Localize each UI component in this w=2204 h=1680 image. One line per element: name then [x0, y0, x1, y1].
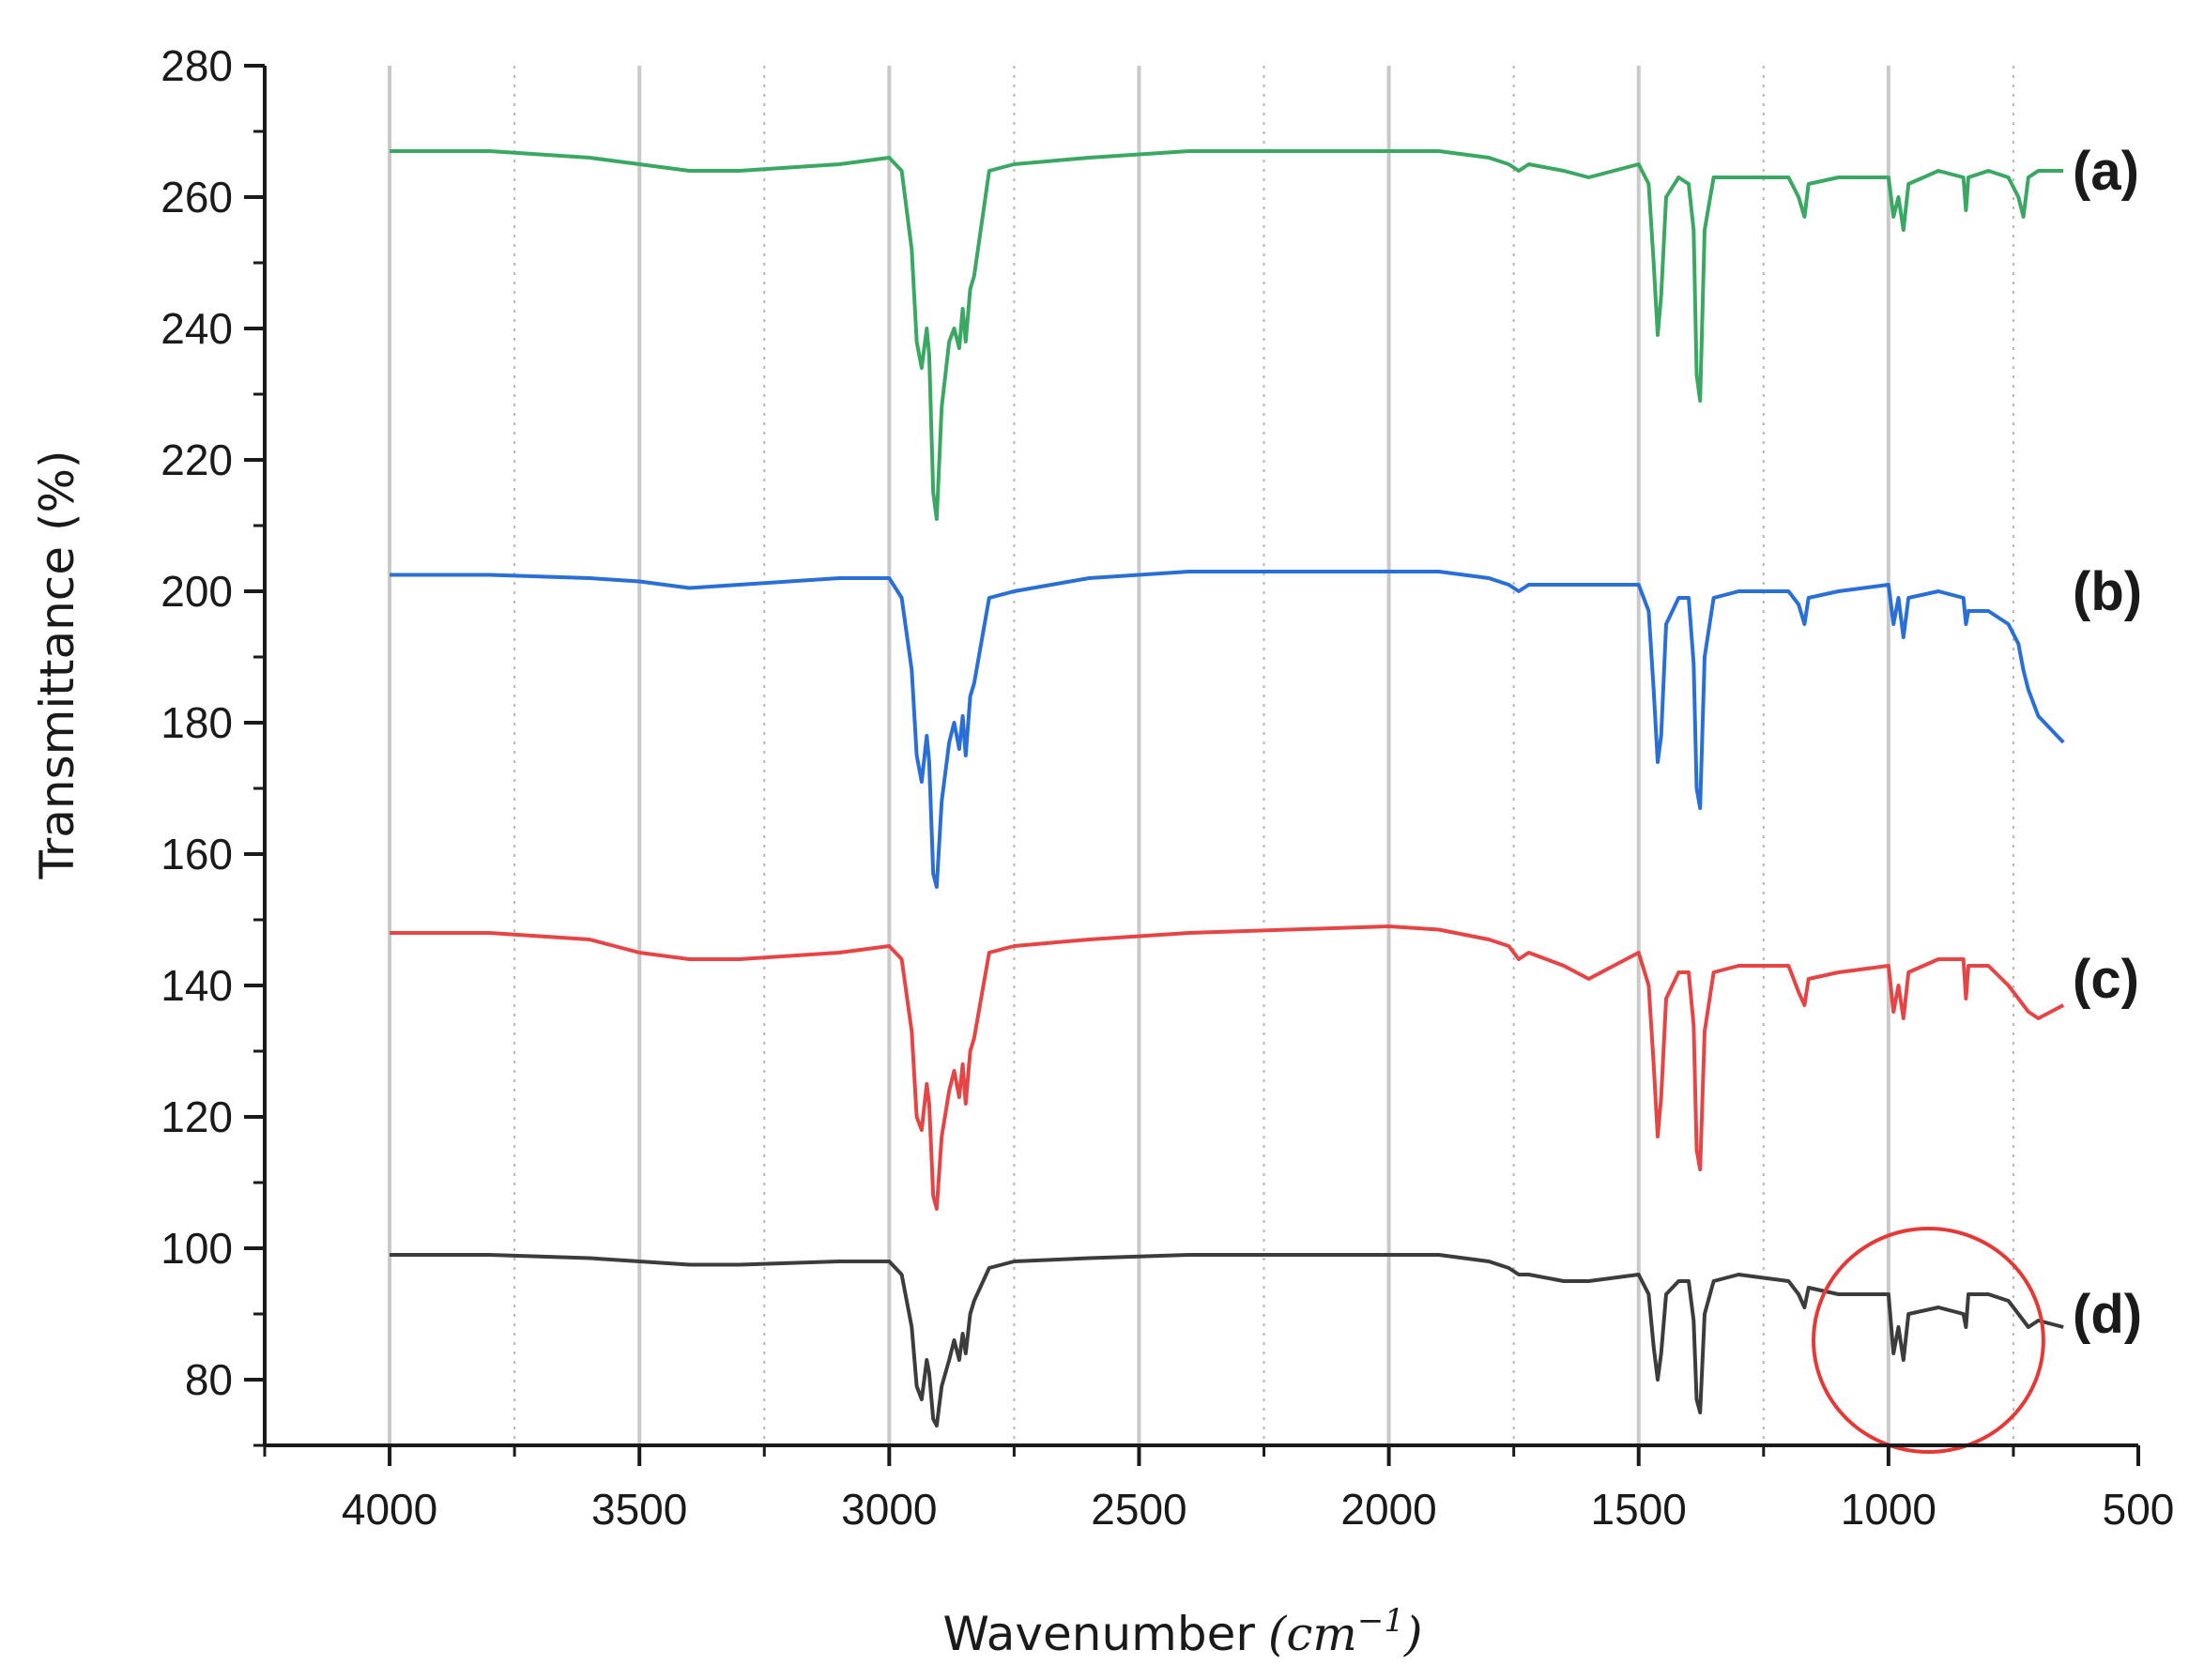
- y-tick-label: 200: [161, 567, 233, 616]
- x-tick-label: 4000: [342, 1485, 437, 1534]
- x-tick-label: 1000: [1841, 1485, 1936, 1534]
- x-tick-label: 500: [2103, 1485, 2175, 1534]
- x-axis-unit-close: ): [1403, 1607, 1423, 1661]
- x-axis-title: Wavenumber (cm−1): [943, 1602, 1423, 1661]
- y-axis-title: Transmittance (%): [30, 451, 84, 880]
- axes: [244, 64, 2140, 1466]
- y-tick-label: 80: [185, 1355, 233, 1404]
- y-tick-label: 140: [161, 961, 233, 1010]
- x-axis-unit-exponent: −1: [1357, 1602, 1404, 1640]
- series-line: [390, 149, 2064, 521]
- grid-lines: [388, 66, 2014, 1445]
- y-tick-label: 120: [161, 1092, 233, 1141]
- series-label: (c): [2073, 949, 2139, 1010]
- x-tick-label: 3000: [841, 1485, 937, 1534]
- x-axis-title-text: Wavenumber: [943, 1607, 1256, 1661]
- x-tick-label: 1500: [1591, 1485, 1687, 1534]
- y-tick-label: 180: [161, 698, 233, 747]
- labels: Wavenumber (cm−1) Transmittance (%) (a) (b…: [30, 41, 2174, 1661]
- y-tick-label: 220: [161, 435, 233, 484]
- y-tick-label: 260: [161, 173, 233, 221]
- spectra-series: [390, 149, 2065, 1428]
- x-tick-label: 3500: [591, 1485, 687, 1534]
- series-line: [390, 924, 2065, 1211]
- x-axis-unit-open: (cm: [1268, 1607, 1357, 1661]
- series-line: [390, 1253, 2064, 1428]
- series-label: (a): [2073, 141, 2139, 202]
- annotations: [1812, 1227, 2045, 1454]
- y-tick-label: 160: [161, 830, 233, 878]
- series-line: [390, 570, 2065, 889]
- y-tick-label: 240: [161, 304, 233, 353]
- x-tick-label: 2000: [1340, 1485, 1436, 1534]
- highlight-circle: [1812, 1227, 2045, 1454]
- series-label: (b): [2073, 561, 2142, 622]
- y-tick-label: 280: [161, 41, 233, 90]
- series-label: (d): [2073, 1284, 2142, 1345]
- y-tick-label: 100: [161, 1224, 233, 1273]
- x-tick-label: 2500: [1091, 1485, 1186, 1534]
